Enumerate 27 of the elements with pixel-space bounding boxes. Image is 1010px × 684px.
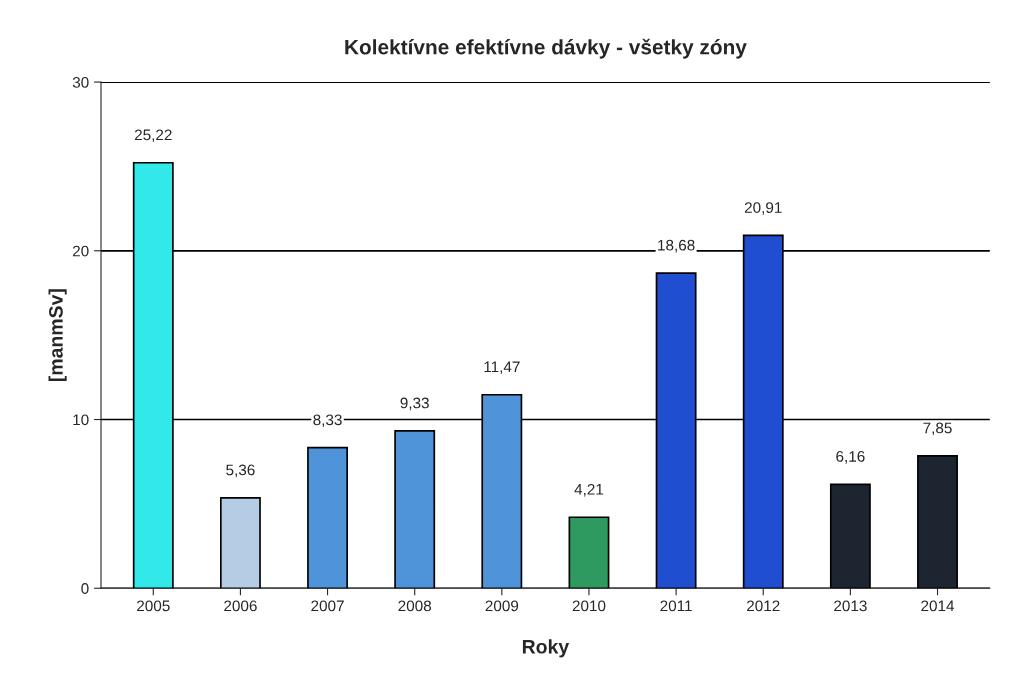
y-tick-label: 10	[73, 414, 89, 426]
data-label: 11,47	[484, 361, 520, 375]
data-label: 6,16	[836, 451, 865, 464]
data-label: 4,21	[574, 483, 604, 497]
data-label: 8,33	[313, 414, 342, 428]
y-tick-label: 0	[81, 583, 89, 594]
x-tick-label: 2011	[660, 600, 692, 612]
x-axis-title: Roky	[522, 639, 570, 658]
y-tick-label: 20	[72, 245, 89, 257]
data-label: 25,22	[134, 129, 172, 143]
x-tick-label: 2010	[572, 600, 606, 612]
x-tick-label: 2009	[485, 600, 519, 612]
data-label: 7,85	[923, 422, 952, 436]
data-label: 5,36	[226, 464, 255, 478]
x-tick-label: 2013	[834, 600, 867, 612]
y-tick-label: 30	[72, 76, 89, 88]
data-label: 20,91	[744, 202, 782, 215]
chart-title: Kolektívne efektívne dávky - všetky zóny	[345, 38, 747, 59]
data-label: 18,68	[658, 239, 695, 253]
data-label: 9,33	[400, 397, 429, 411]
x-tick-label: 2008	[398, 600, 432, 612]
x-tick-label: 2012	[747, 600, 780, 612]
x-tick-label: 2006	[224, 600, 257, 612]
x-tick-label: 2014	[921, 600, 955, 612]
x-tick-label: 2005	[137, 600, 170, 612]
x-tick-label: 2007	[311, 600, 344, 612]
y-axis-title: [manmSv]	[48, 289, 67, 382]
